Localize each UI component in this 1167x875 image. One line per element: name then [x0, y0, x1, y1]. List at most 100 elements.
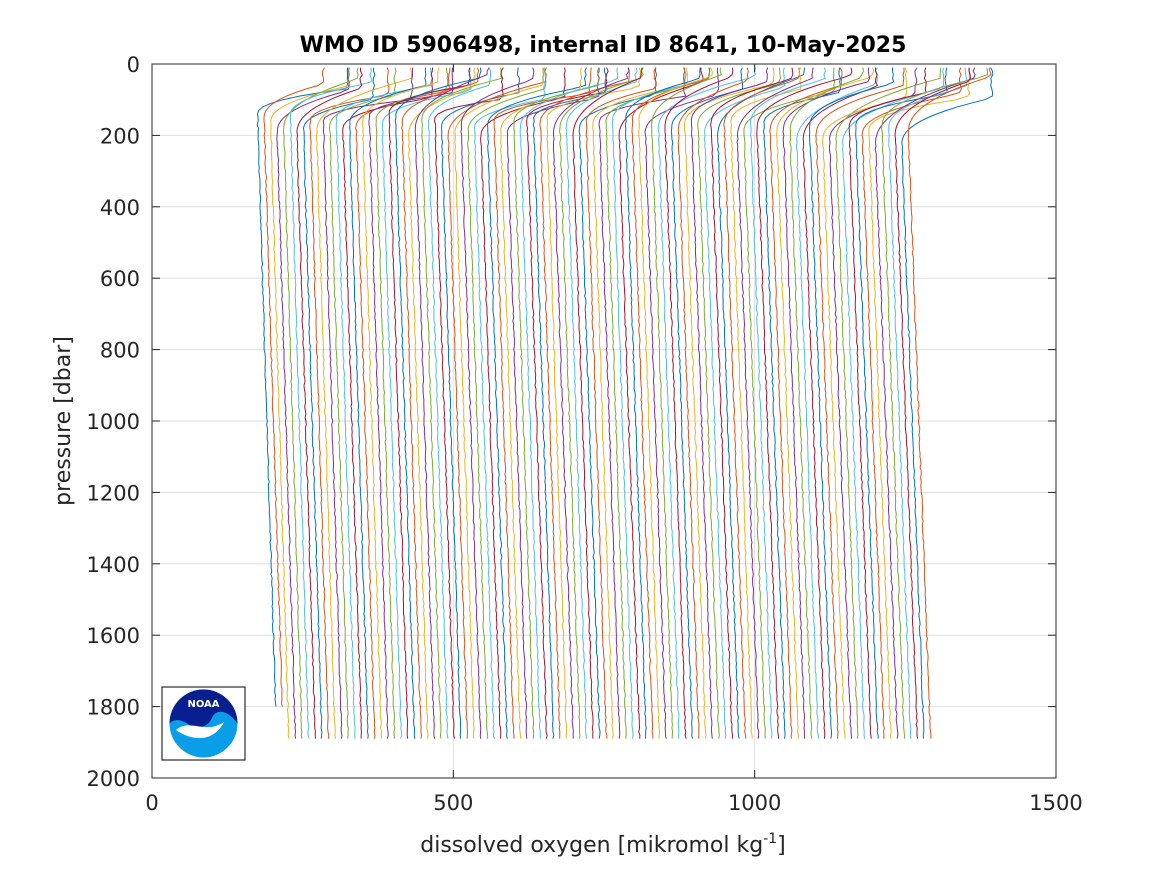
profile-line	[526, 67, 609, 739]
chart-title: WMO ID 5906498, internal ID 8641, 10-May…	[300, 33, 907, 58]
profile-line	[716, 67, 805, 739]
y-tick-label: 1600	[87, 624, 140, 648]
profile-line	[309, 67, 390, 739]
profile-line	[677, 67, 749, 739]
profile-line	[782, 67, 871, 739]
profile-line	[460, 67, 535, 739]
profile-line	[776, 67, 875, 739]
profile-line	[361, 67, 440, 739]
x-tick-label: 1000	[728, 791, 781, 815]
profile-line	[605, 67, 687, 739]
profile-line	[401, 67, 480, 739]
noaa-logo: NOAA	[161, 686, 246, 761]
profile-line	[657, 67, 756, 739]
y-axis-label: pressure [dbar]	[51, 336, 76, 506]
x-tick-label: 0	[145, 791, 158, 815]
profile-line	[289, 67, 372, 739]
profile-line	[342, 67, 434, 739]
profile-line	[756, 67, 853, 739]
axis-ticks: 0 500 1000 1500 0 200 400 600 800 1000 1200 1400 160…	[87, 53, 1083, 815]
profile-line	[328, 67, 397, 739]
profile-line	[888, 67, 968, 739]
profile-line	[454, 67, 544, 739]
profile-line	[828, 67, 918, 739]
profile-line	[546, 67, 641, 739]
profile-line	[802, 67, 879, 739]
y-tick-label: 600	[100, 267, 140, 291]
profile-line	[598, 67, 687, 739]
profile-line	[473, 67, 546, 739]
profile-line	[421, 67, 503, 739]
x-tick-label: 500	[433, 791, 473, 815]
profile-line	[848, 67, 927, 739]
profile-line	[743, 67, 836, 739]
profile-line	[880, 67, 989, 739]
profile-line	[270, 67, 351, 739]
profile-line	[611, 67, 711, 739]
profile-line	[355, 67, 451, 739]
profile-line	[427, 67, 491, 739]
profile-line	[315, 67, 413, 739]
profile-line	[532, 67, 607, 739]
y-tick-label: 800	[100, 339, 140, 363]
y-tick-label: 200	[100, 124, 140, 148]
y-tick-label: 400	[100, 196, 140, 220]
profile-line	[697, 67, 782, 739]
y-tick-label: 1400	[87, 553, 140, 577]
profile-line	[433, 67, 504, 739]
profile-line	[506, 67, 600, 739]
profile-line	[769, 67, 843, 739]
profile-line	[670, 67, 744, 739]
profile-line	[263, 67, 326, 707]
profile-line	[282, 67, 359, 739]
profile-line	[644, 67, 720, 739]
profile-line	[815, 67, 905, 739]
profile-line	[861, 67, 962, 739]
profile-line	[394, 67, 482, 739]
profile-line	[868, 67, 971, 739]
profile-line	[487, 67, 587, 739]
profile-line	[901, 67, 994, 739]
logo-gull-icon	[176, 722, 224, 739]
profile-line	[710, 67, 794, 739]
profile-line	[894, 67, 971, 739]
x-axis-label: dissolved oxygen [mikromol kg-1]	[420, 831, 786, 858]
profile-line	[296, 67, 363, 739]
profile-line	[539, 67, 630, 739]
profile-line	[651, 67, 722, 739]
logo-text: NOAA	[187, 699, 219, 710]
profile-line	[618, 67, 704, 739]
profile-line	[559, 67, 644, 739]
profile-line	[381, 67, 472, 739]
profile-line	[750, 67, 826, 739]
y-tick-label: 2000	[87, 767, 140, 791]
profile-line	[703, 67, 786, 739]
oxygen-profiles	[256, 67, 994, 739]
y-tick-label: 1800	[87, 696, 140, 720]
profile-line	[276, 67, 350, 739]
profile-line	[762, 67, 842, 739]
profile-line	[578, 67, 658, 739]
profile-line	[407, 67, 476, 739]
profile-line	[368, 67, 454, 739]
profile-line	[855, 67, 948, 739]
profile-line	[349, 67, 427, 739]
profile-line	[375, 67, 449, 739]
profile-line	[835, 67, 942, 739]
profile-line	[736, 67, 814, 739]
logo-wave-icon	[169, 689, 238, 728]
profile-line	[572, 67, 643, 739]
profile-line	[808, 67, 895, 739]
profile-line	[256, 67, 350, 707]
profile-line	[795, 67, 878, 739]
profile-line	[821, 67, 908, 739]
profile-line	[592, 67, 689, 739]
profile-line	[565, 67, 638, 739]
profile-line	[585, 67, 657, 739]
profile-line	[513, 67, 601, 739]
y-tick-label: 1200	[87, 481, 140, 505]
profile-line	[441, 67, 520, 739]
profile-line	[519, 67, 619, 739]
profile-line	[335, 67, 433, 739]
